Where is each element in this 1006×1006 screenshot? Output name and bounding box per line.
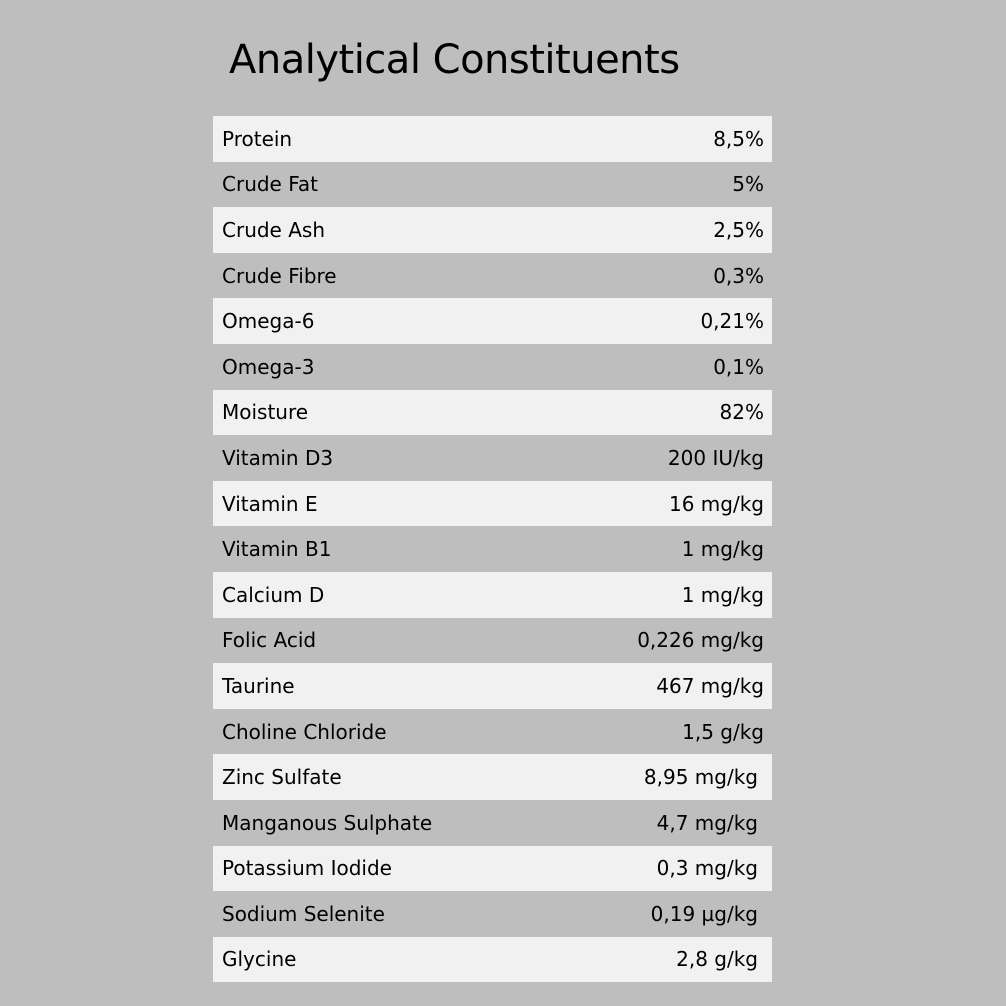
table-row: Potassium Iodide 0,3 mg/kg xyxy=(213,845,772,892)
row-label: Sodium Selenite xyxy=(222,901,385,926)
row-label: Taurine xyxy=(222,673,295,698)
table-row: Taurine 467 mg/kg xyxy=(213,663,772,709)
table-row: Choline Chloride 1,5 g/kg xyxy=(213,709,772,755)
row-value: 16 mg/kg xyxy=(669,491,764,516)
row-label: Moisture xyxy=(222,400,309,425)
table-row: Moisture 82% xyxy=(213,389,772,436)
table-row: Glycine 2,8 g/kg xyxy=(213,936,772,983)
row-value: 0,21% xyxy=(700,309,764,334)
row-value: 82% xyxy=(719,400,764,425)
row-value: 0,19 µg/kg xyxy=(650,901,758,926)
row-value: 5% xyxy=(732,172,764,197)
row-label: Folic Acid xyxy=(222,628,317,653)
table-row: Manganous Sulphate 4,7 mg/kg xyxy=(213,800,772,846)
row-label: Calcium D xyxy=(222,582,325,607)
page-title: Analytical Constituents xyxy=(229,37,680,83)
table-row: Vitamin E 16 mg/kg xyxy=(213,480,772,527)
row-value: 1,5 g/kg xyxy=(682,719,764,744)
table-row: Omega-6 0,21% xyxy=(213,298,772,344)
table-row: Protein 8,5% xyxy=(213,116,772,162)
row-value: 0,3 mg/kg xyxy=(656,856,758,881)
row-label: Omega-3 xyxy=(222,354,315,379)
row-label: Vitamin B1 xyxy=(222,537,332,562)
table-row: Crude Fibre 0,3% xyxy=(213,253,772,299)
row-label: Omega-6 xyxy=(222,309,315,334)
table-row: Vitamin D3 200 IU/kg xyxy=(213,435,772,481)
row-label: Protein xyxy=(222,126,293,151)
constituents-table: Protein 8,5% Crude Fat 5% Crude Ash 2,5%… xyxy=(213,116,772,983)
table-row: Calcium D 1 mg/kg xyxy=(213,571,772,618)
row-value: 4,7 mg/kg xyxy=(656,810,758,835)
table-row: Sodium Selenite 0,19 µg/kg xyxy=(213,891,772,937)
row-value: 467 mg/kg xyxy=(656,673,764,698)
row-value: 2,5% xyxy=(713,217,764,242)
row-label: Manganous Sulphate xyxy=(222,810,433,835)
row-value: 2,8 g/kg xyxy=(676,947,758,972)
table-row: Crude Ash 2,5% xyxy=(213,207,772,253)
row-value: 0,3% xyxy=(713,263,764,288)
row-label: Potassium Iodide xyxy=(222,856,392,881)
row-value: 8,5% xyxy=(713,126,764,151)
row-label: Crude Ash xyxy=(222,217,325,242)
row-value: 1 mg/kg xyxy=(681,582,764,607)
table-row: Omega-3 0,1% xyxy=(213,344,772,390)
row-label: Vitamin D3 xyxy=(222,445,334,470)
row-label: Crude Fibre xyxy=(222,263,337,288)
table-row: Vitamin B1 1 mg/kg xyxy=(213,526,772,572)
row-label: Zinc Sulfate xyxy=(222,765,342,790)
row-value: 200 IU/kg xyxy=(667,445,764,470)
row-label: Crude Fat xyxy=(222,172,318,197)
row-label: Choline Chloride xyxy=(222,719,387,744)
row-value: 0,1% xyxy=(713,354,764,379)
row-label: Glycine xyxy=(222,947,297,972)
row-value: 1 mg/kg xyxy=(681,537,764,562)
table-row: Folic Acid 0,226 mg/kg xyxy=(213,618,772,664)
row-value: 0,226 mg/kg xyxy=(637,628,764,653)
row-label: Vitamin E xyxy=(222,491,318,516)
row-value: 8,95 mg/kg xyxy=(643,765,758,790)
table-row: Crude Fat 5% xyxy=(213,162,772,208)
table-row: Zinc Sulfate 8,95 mg/kg xyxy=(213,754,772,800)
